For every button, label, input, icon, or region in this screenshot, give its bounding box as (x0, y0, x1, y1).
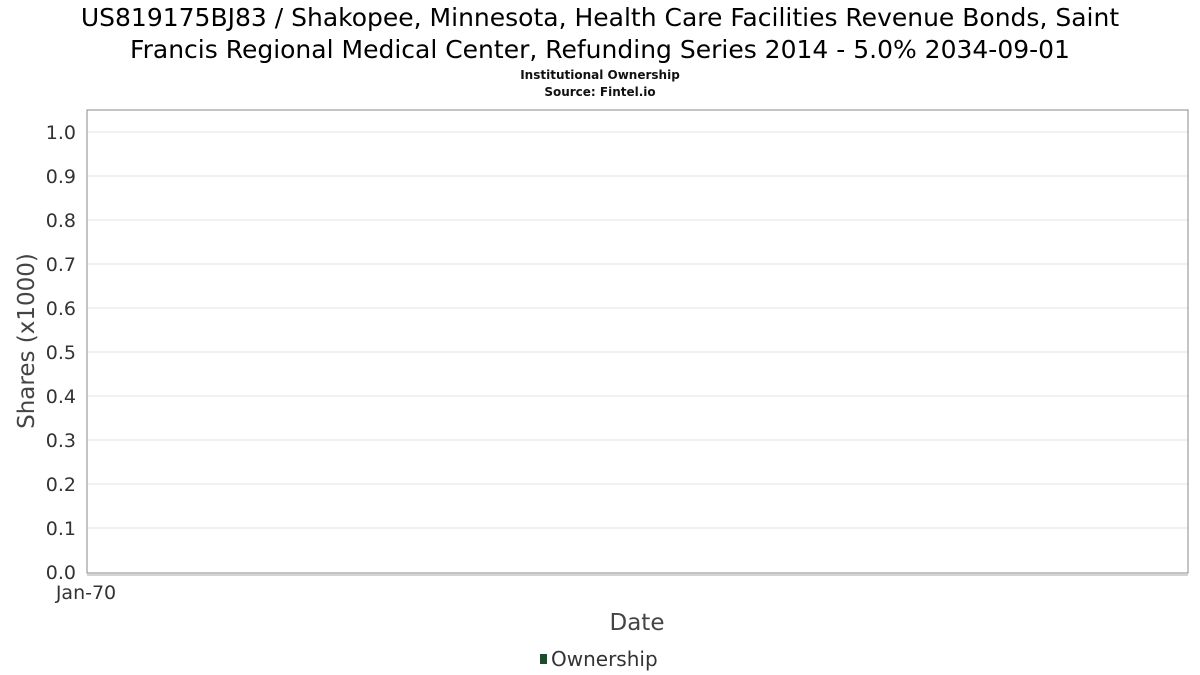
grid (88, 131, 1188, 529)
chart-title: US819175BJ83 / Shakopee, Minnesota, Heal… (0, 2, 1200, 66)
legend-label-ownership: Ownership (551, 647, 658, 671)
y-tick-label: 0.9 (46, 166, 76, 188)
x-axis-title: Date (610, 610, 665, 636)
chart-subtitle: Institutional Ownership (520, 68, 680, 82)
y-tick-label: 0.1 (46, 518, 76, 540)
y-tick-label: 0.0 (46, 562, 76, 584)
y-axis-title: Shares (x1000) (14, 253, 40, 429)
legend: Ownership (540, 646, 658, 672)
x-tick-label: Jan-70 (55, 582, 116, 604)
y-axis: 0.0 0.1 0.2 0.3 0.4 0.5 0.6 0.7 0.8 0.9 1.0 (46, 122, 76, 584)
plot-area (86, 109, 1189, 574)
y-tick-label: 0.5 (46, 342, 76, 364)
y-tick-label: 0.6 (46, 298, 76, 320)
legend-swatch-ownership (540, 654, 547, 664)
y-tick-label: 0.2 (46, 474, 76, 496)
x-axis: Jan-70 (55, 582, 116, 604)
y-tick-label: 0.7 (46, 254, 76, 276)
chart-title-line-2: Francis Regional Medical Center, Refundi… (130, 35, 1070, 64)
y-tick-label: 0.4 (46, 386, 76, 408)
y-tick-label: 0.3 (46, 430, 76, 452)
chart-title-line-1: US819175BJ83 / Shakopee, Minnesota, Heal… (80, 3, 1120, 32)
y-tick-label: 0.8 (46, 210, 76, 232)
chart-source: Source: Fintel.io (544, 85, 656, 99)
y-tick-label: 1.0 (46, 122, 76, 144)
